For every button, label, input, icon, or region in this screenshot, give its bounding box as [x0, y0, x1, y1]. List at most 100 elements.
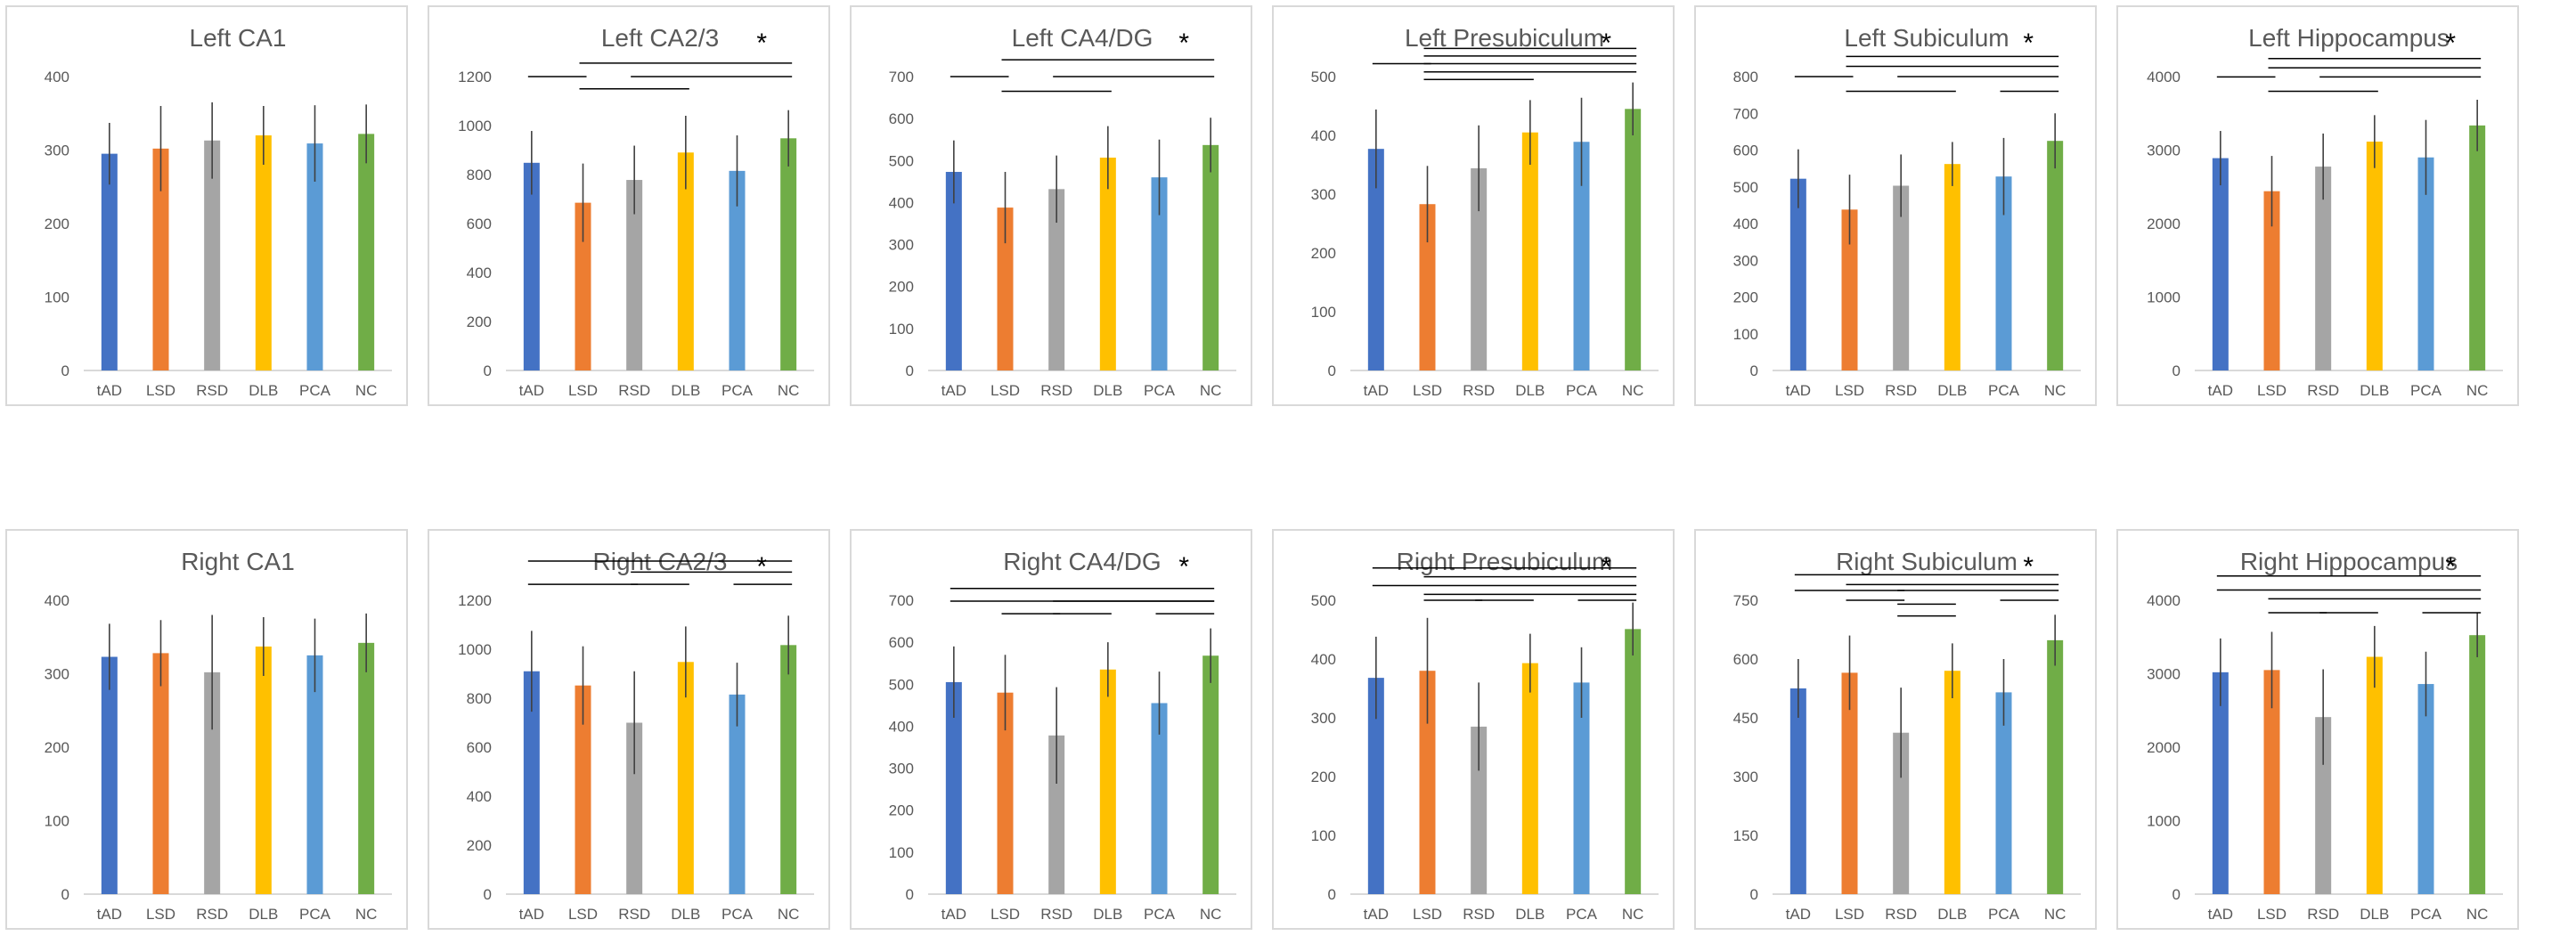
- x-tick-label: PCA: [1566, 906, 1598, 923]
- x-tick-label: NC: [1200, 382, 1222, 399]
- y-tick-label: 200: [889, 279, 914, 296]
- bar-lsd: [997, 208, 1014, 370]
- bar-pca: [1573, 142, 1590, 370]
- x-tick-label: LSD: [990, 382, 1020, 399]
- bar-dlb: [2366, 142, 2383, 370]
- chart-title: Right Presubiculum: [1397, 548, 1613, 575]
- bar-pca: [729, 694, 746, 894]
- bar-rsd: [2315, 167, 2332, 370]
- chart-panel: Right CA4/DG * 0 100 200 300 400 500 600 700 tAD LS…: [850, 529, 1252, 930]
- x-tick-label: PCA: [1988, 906, 2020, 923]
- chart-title: Right CA1: [181, 548, 295, 575]
- bar-lsd: [1419, 204, 1436, 370]
- chart-title: Right Subiculum: [1836, 548, 2018, 575]
- bar-tad: [1367, 678, 1384, 894]
- chart-panel: Left CA2/3 * 0 200 400 600 800 1000 1200 tAD LSD RS…: [428, 5, 830, 406]
- chart-svg: Left CA4/DG * 0 100 200 300 400 500 600 700 tAD LSD…: [889, 24, 1236, 399]
- x-tick-label: tAD: [519, 906, 544, 923]
- chart-svg: Right Presubiculum* 0 100 200 300 400 500 tAD LS…: [1311, 548, 1659, 923]
- y-tick-label: 300: [1311, 710, 1336, 727]
- bar-dlb: [1521, 663, 1538, 894]
- bar-nc: [2047, 639, 2064, 894]
- x-tick-label: LSD: [990, 906, 1020, 923]
- y-tick-label: 700: [889, 69, 914, 85]
- bar-rsd: [626, 722, 643, 894]
- x-tick-label: NC: [2044, 906, 2067, 923]
- chart-title: Left Subiculum: [1844, 24, 2009, 52]
- bar-rsd: [1048, 189, 1065, 370]
- bar-lsd: [2263, 670, 2280, 894]
- y-tick-label: 0: [484, 886, 492, 903]
- y-tick-label: 0: [1328, 362, 1336, 379]
- bar-tad: [101, 153, 118, 370]
- y-tick-label: 0: [1750, 886, 1758, 903]
- bar-dlb: [677, 152, 694, 370]
- x-tick-label: DLB: [249, 382, 278, 399]
- x-tick-label: LSD: [1413, 382, 1442, 399]
- chart-svg: Left CA1 0 100 200 300 400 tAD LSD RSD DLB PCA NC: [45, 24, 392, 399]
- bar-pca: [1151, 703, 1168, 894]
- x-tick-label: tAD: [97, 382, 122, 399]
- y-tick-label: 4000: [2147, 592, 2181, 609]
- bar-tad: [523, 671, 540, 894]
- x-tick-label: tAD: [1364, 906, 1389, 923]
- bar-pca: [2417, 684, 2434, 894]
- y-tick-label: 400: [467, 265, 492, 281]
- bar-rsd: [626, 180, 643, 370]
- chart-title: Left CA2/3: [601, 24, 719, 52]
- significance-star: *: [1601, 552, 1611, 582]
- bar-dlb: [255, 646, 272, 894]
- y-tick-label: 100: [889, 321, 914, 338]
- chart-panel: Left Subiculum * 0 100 200 300 400 500 600 700 800…: [1694, 5, 2097, 406]
- x-tick-label: PCA: [299, 906, 331, 923]
- chart-svg: Right CA1 0 100 200 300 400 tAD LSD RSD DLB PCA NC: [45, 548, 392, 923]
- x-tick-label: DLB: [1515, 906, 1545, 923]
- x-tick-label: tAD: [1786, 382, 1811, 399]
- bar-nc: [780, 138, 797, 371]
- y-tick-label: 400: [467, 788, 492, 805]
- y-tick-label: 600: [1733, 142, 1758, 159]
- x-tick-label: RSD: [2307, 382, 2339, 399]
- bar-nc: [1202, 655, 1219, 894]
- x-tick-label: LSD: [146, 906, 175, 923]
- x-tick-label: LSD: [1835, 382, 1864, 399]
- bar-lsd: [1419, 671, 1436, 894]
- y-tick-label: 100: [45, 289, 69, 306]
- y-tick-label: 750: [1733, 592, 1758, 609]
- y-tick-label: 500: [1733, 179, 1758, 196]
- x-tick-label: RSD: [1040, 906, 1072, 923]
- x-tick-label: DLB: [671, 382, 700, 399]
- x-tick-label: RSD: [196, 906, 228, 923]
- significance-star: *: [2023, 28, 2034, 58]
- y-tick-label: 2000: [2147, 739, 2181, 756]
- y-tick-label: 200: [467, 837, 492, 854]
- bar-nc: [358, 642, 375, 894]
- bar-lsd: [575, 202, 591, 370]
- bar-rsd: [1471, 167, 1488, 370]
- y-tick-label: 200: [45, 216, 69, 232]
- chart-panel: Left CA4/DG * 0 100 200 300 400 500 600 700 tAD LSD…: [850, 5, 1252, 406]
- y-tick-label: 150: [1733, 827, 1758, 844]
- y-tick-label: 0: [1328, 886, 1336, 903]
- x-tick-label: NC: [355, 906, 378, 923]
- bar-nc: [780, 645, 797, 894]
- y-tick-label: 100: [889, 844, 914, 861]
- x-tick-label: NC: [2044, 382, 2067, 399]
- x-tick-label: PCA: [1144, 906, 1176, 923]
- bar-tad: [1789, 178, 1806, 370]
- x-tick-label: LSD: [568, 382, 598, 399]
- x-tick-label: tAD: [1364, 382, 1389, 399]
- y-tick-label: 0: [61, 362, 69, 379]
- y-tick-label: 0: [484, 362, 492, 379]
- x-tick-label: PCA: [2410, 382, 2442, 399]
- bar-dlb: [1099, 669, 1116, 894]
- x-tick-label: DLB: [671, 906, 700, 923]
- significance-star: *: [1601, 28, 1611, 58]
- x-tick-label: DLB: [1515, 382, 1545, 399]
- significance-star: *: [1178, 552, 1189, 582]
- x-tick-label: PCA: [721, 382, 754, 399]
- x-tick-label: LSD: [1835, 906, 1864, 923]
- bar-rsd: [204, 140, 221, 370]
- bar-rsd: [1471, 726, 1488, 894]
- x-tick-label: NC: [778, 382, 800, 399]
